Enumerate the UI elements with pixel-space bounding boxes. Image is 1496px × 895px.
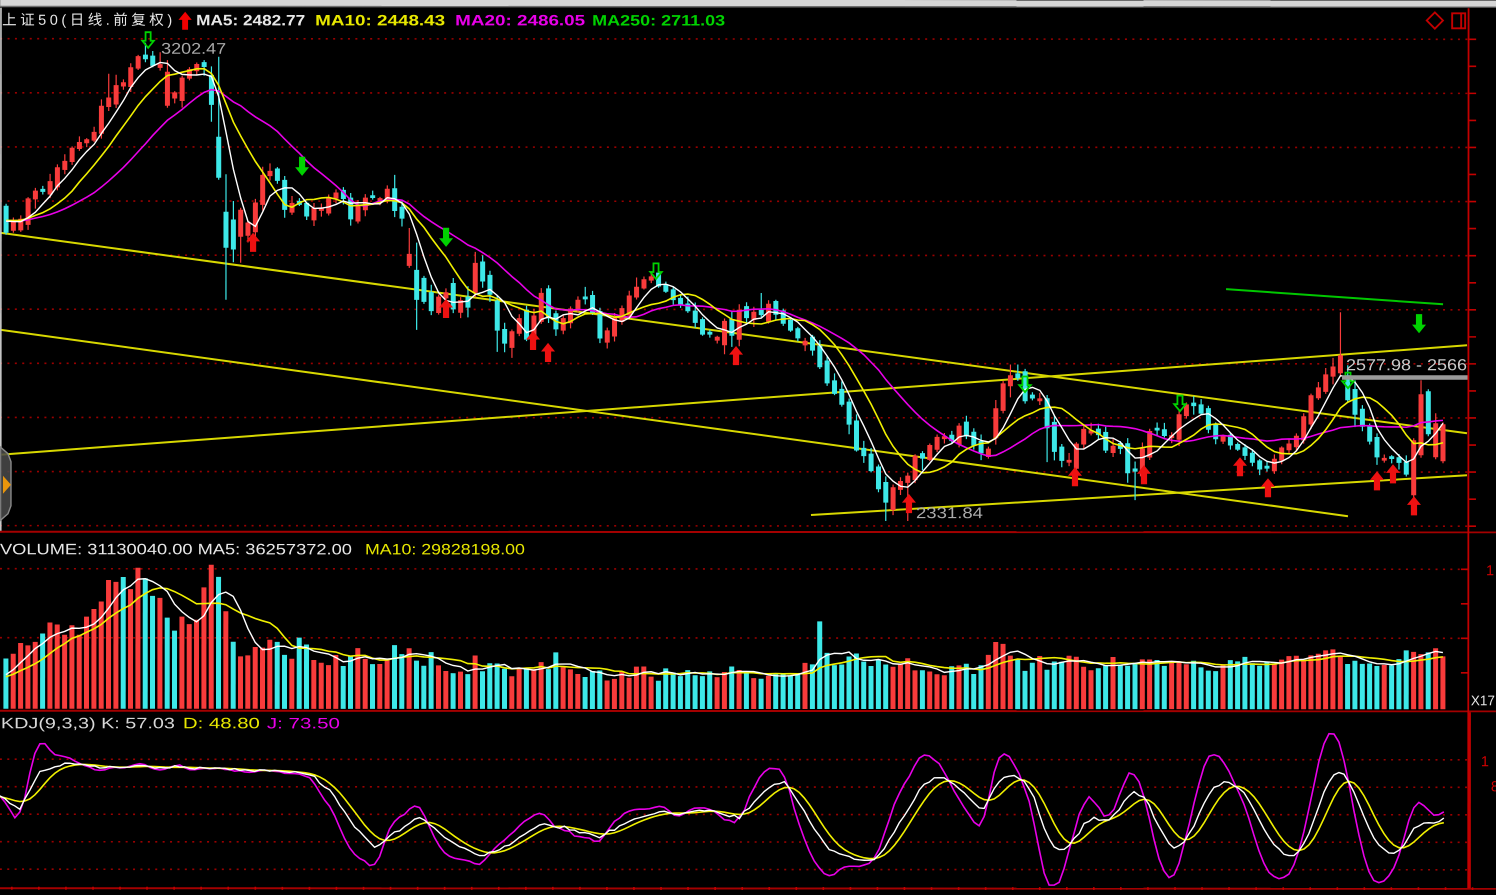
svg-text:MA20: 2486.05: MA20: 2486.05 — [455, 12, 585, 29]
svg-text:X17: X17 — [1471, 692, 1495, 708]
svg-text:MA5: 2482.77: MA5: 2482.77 — [196, 12, 305, 29]
svg-text:2577.98 - 2566: 2577.98 - 2566 — [1346, 357, 1467, 374]
svg-text:J: 73.50: J: 73.50 — [267, 715, 340, 732]
svg-text:1: 1 — [1486, 563, 1494, 579]
svg-text:VOLUME: 31130040.00 MA5: 36257: VOLUME: 31130040.00 MA5: 36257372.00 — [0, 541, 352, 558]
svg-text:2331.84: 2331.84 — [916, 505, 983, 522]
svg-text:D: 48.80: D: 48.80 — [183, 715, 260, 732]
svg-text:1: 1 — [1481, 754, 1489, 770]
svg-text:3202.47: 3202.47 — [161, 41, 226, 58]
svg-text:MA10: 29828198.00: MA10: 29828198.00 — [365, 541, 525, 558]
svg-text:KDJ(9,3,3) K: 57.03: KDJ(9,3,3) K: 57.03 — [1, 715, 175, 732]
svg-text:MA10: 2448.43: MA10: 2448.43 — [315, 12, 445, 29]
svg-text:8: 8 — [1491, 779, 1496, 795]
svg-text:MA250: 2711.03: MA250: 2711.03 — [592, 12, 725, 29]
